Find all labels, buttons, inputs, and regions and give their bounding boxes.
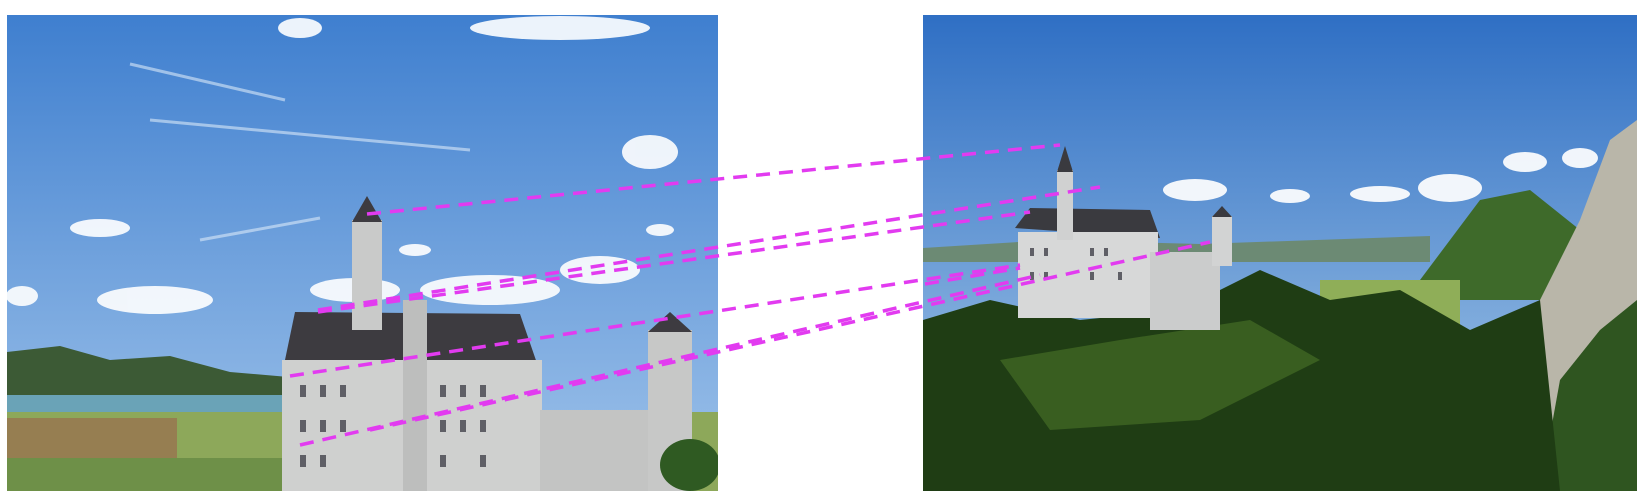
- left-field-band: [7, 458, 297, 491]
- right-castle-east-wing: [1150, 252, 1220, 330]
- right-castle-windows: [1030, 248, 1122, 280]
- keypoint-match-lines: [289, 143, 1211, 447]
- left-tree: [660, 439, 718, 491]
- right-cliff-forest: [1540, 300, 1637, 491]
- match-line: [366, 143, 1061, 216]
- right-castle-tower: [1212, 216, 1232, 266]
- right-castle-keep: [1057, 170, 1073, 240]
- match-line: [369, 240, 1211, 432]
- match-line: [317, 185, 1101, 312]
- left-cirrus: [129, 62, 471, 242]
- left-castle-spire: [352, 196, 382, 222]
- right-forest-highlight: [1000, 320, 1320, 430]
- left-lake: [7, 395, 297, 415]
- left-village: [7, 418, 177, 458]
- right-castle-tower-cap: [1212, 206, 1232, 217]
- right-castle-wall: [1018, 232, 1158, 318]
- left-castle-windows: [300, 385, 486, 467]
- right-photo: [923, 15, 1637, 491]
- right-clouds: [1163, 148, 1598, 203]
- right-castle-spire: [1057, 146, 1073, 172]
- match-line: [924, 266, 1021, 286]
- left-hills: [7, 346, 300, 400]
- left-clouds: [7, 16, 678, 314]
- right-mountain: [1420, 190, 1580, 300]
- left-castle-tower-cap: [648, 312, 692, 332]
- left-castle-turret: [403, 300, 427, 491]
- left-castle-keep: [352, 220, 382, 330]
- right-castle: [1015, 146, 1232, 330]
- left-castle-east-wing: [540, 410, 660, 491]
- match-line: [317, 210, 1031, 314]
- left-photo: [7, 15, 718, 491]
- right-castle-roof: [1015, 208, 1160, 238]
- match-line: [289, 263, 1021, 378]
